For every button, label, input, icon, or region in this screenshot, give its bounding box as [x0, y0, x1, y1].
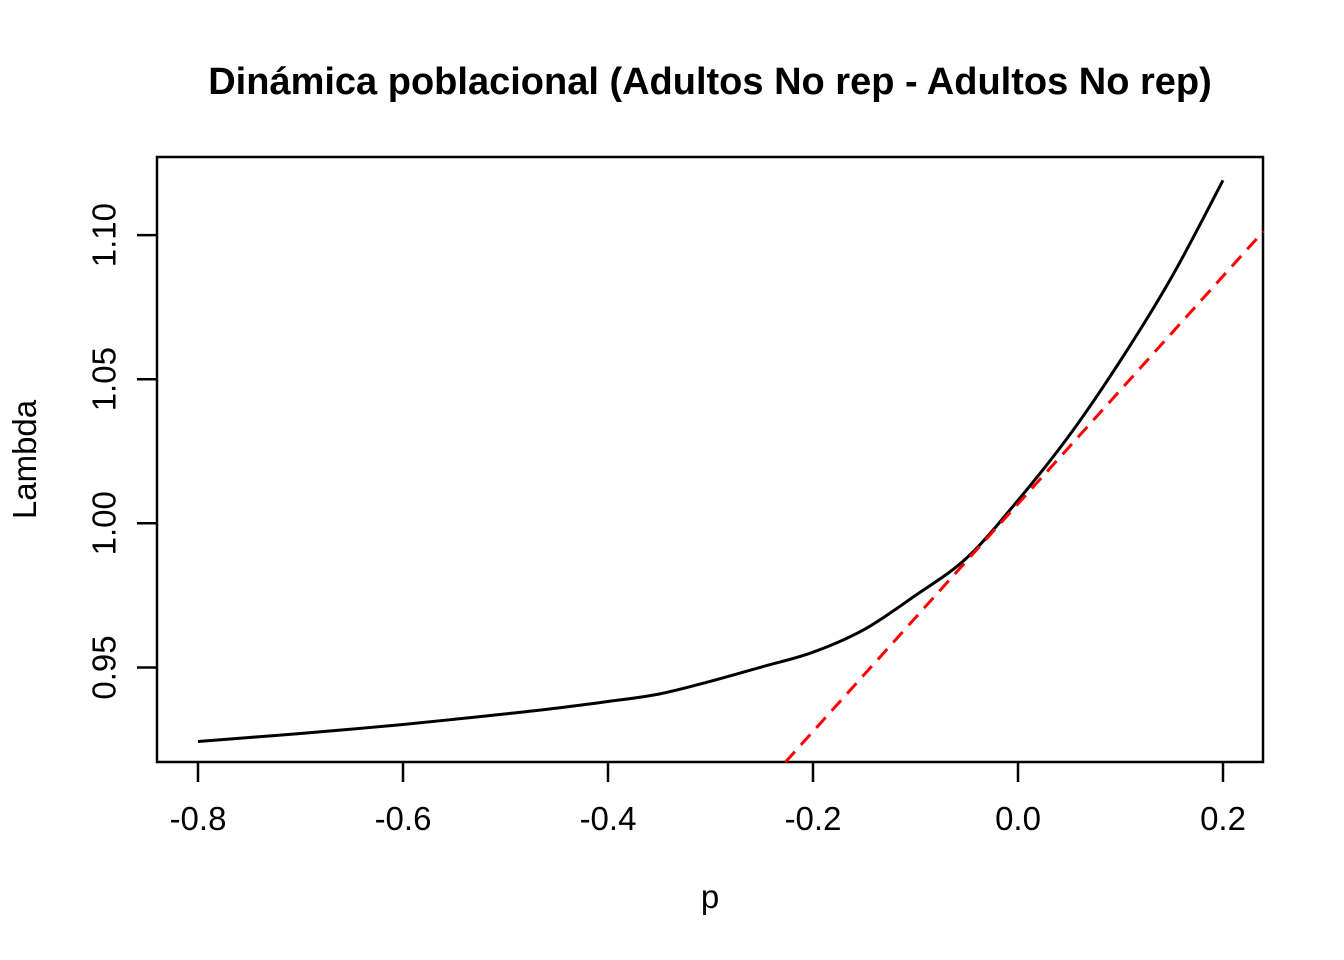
- y-tick-label: 1.05: [86, 347, 123, 411]
- x-tick-label: 0.2: [1200, 800, 1246, 837]
- y-axis-title: Lambda: [6, 399, 43, 519]
- series-lambda-curve: [197, 179, 1225, 743]
- x-tick-label: 0.0: [995, 800, 1041, 837]
- x-tick-label: -0.4: [580, 800, 637, 837]
- plot-region: -0.8 -0.6 -0.4 -0.2 0.0 0.2 0.95 1.00 1.05 1.10: [86, 155, 1265, 837]
- x-tick-label: -0.6: [375, 800, 432, 837]
- x-tick-label: -0.2: [785, 800, 842, 837]
- y-tick-label: 0.95: [86, 635, 123, 699]
- x-axis-title: p: [701, 878, 719, 915]
- series-linear-approximation: [784, 230, 1265, 764]
- y-tick-label: 1.00: [86, 491, 123, 555]
- plot-border: [155, 155, 1265, 764]
- y-tick-label: 1.10: [86, 203, 123, 267]
- x-tick-label: -0.8: [170, 800, 227, 837]
- chart-title: Dinámica poblacional (Adultos No rep - A…: [208, 61, 1212, 103]
